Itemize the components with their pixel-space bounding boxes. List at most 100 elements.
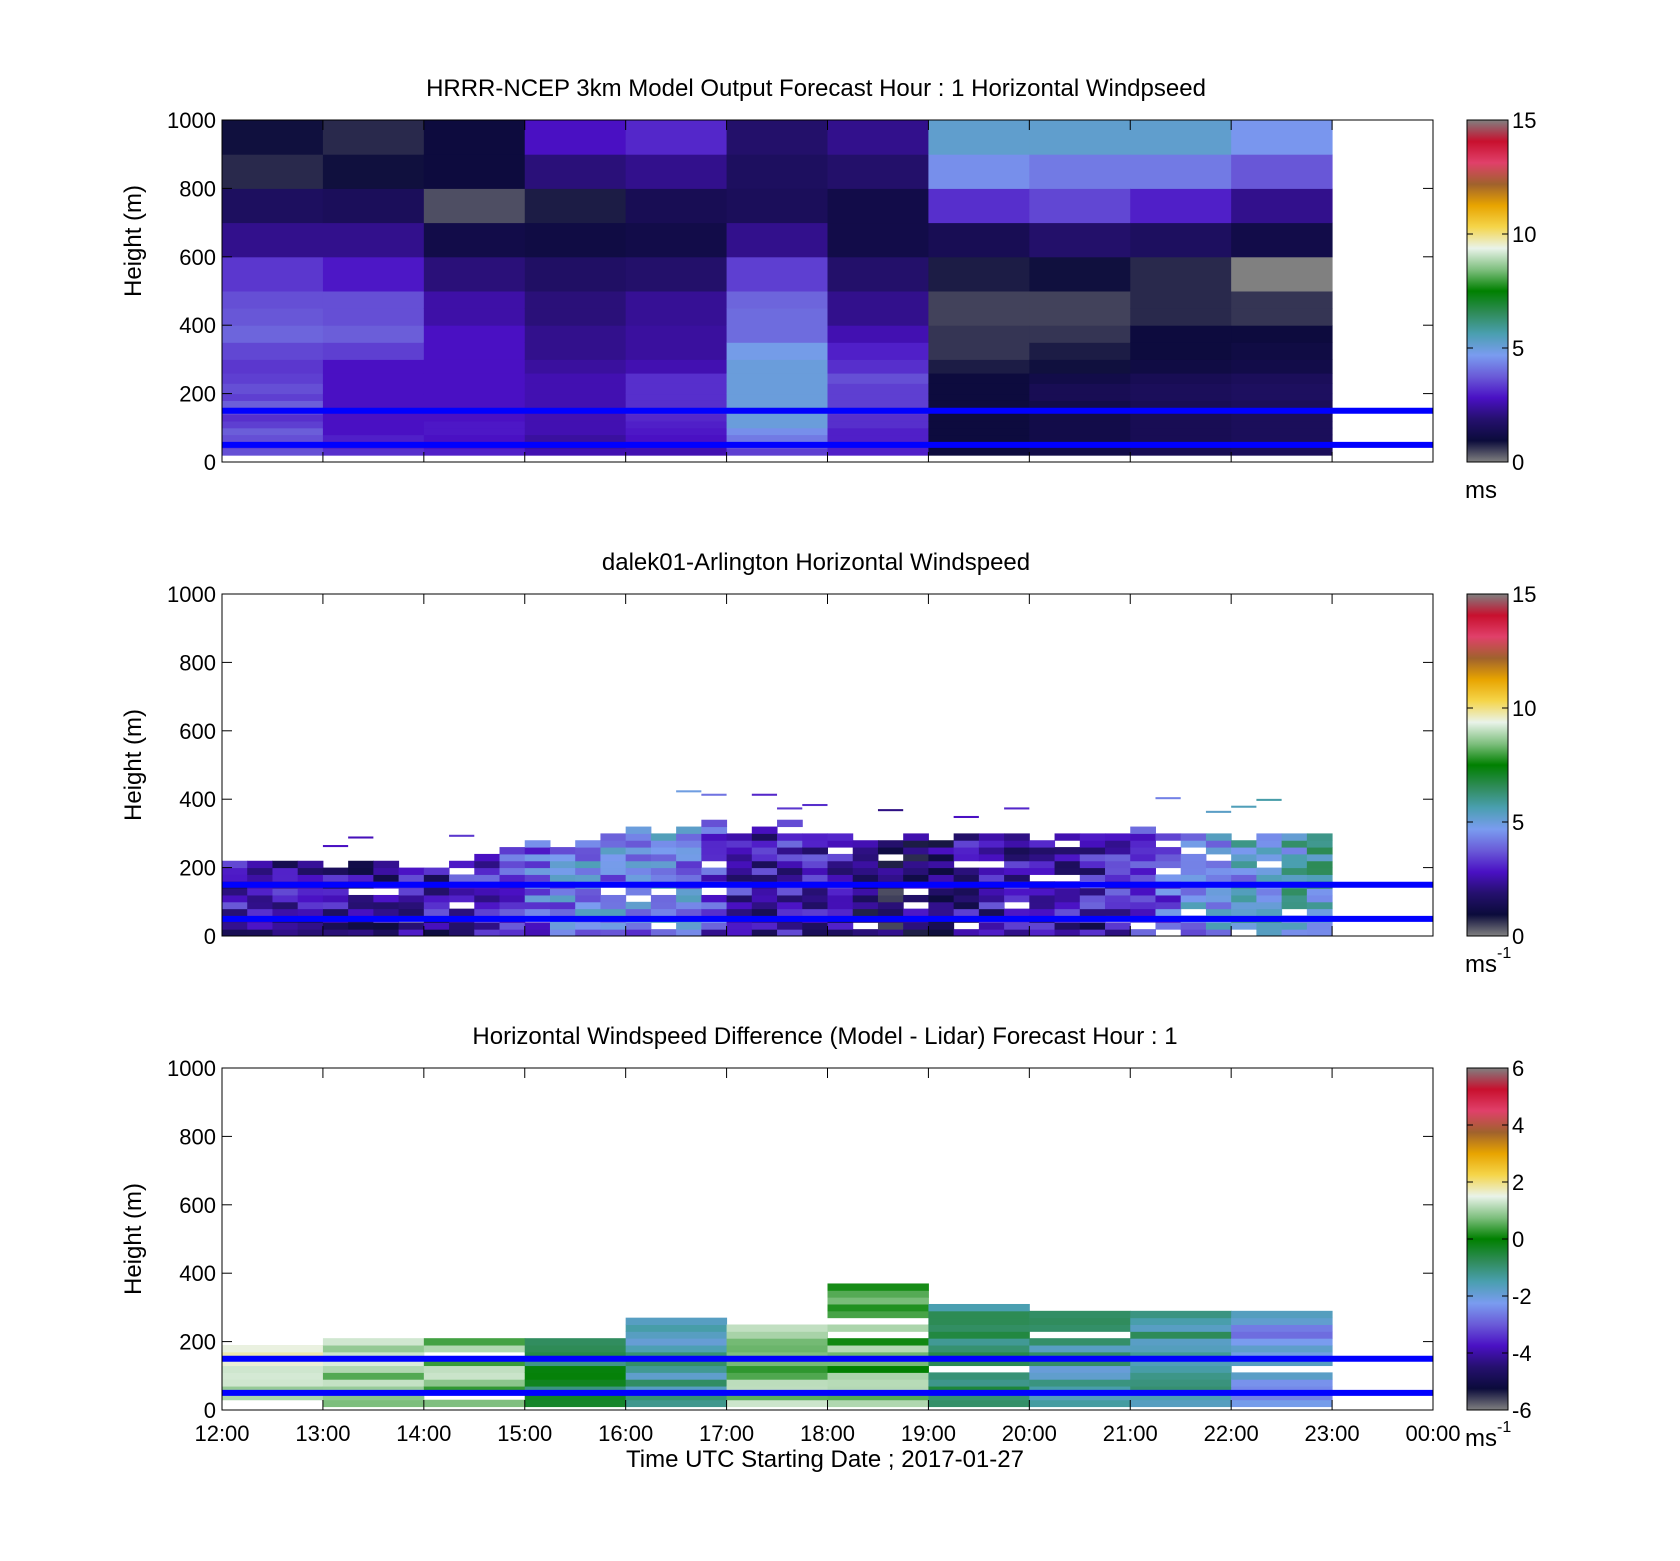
heatmap-cell	[726, 1324, 828, 1332]
heatmap-cell	[928, 1303, 1030, 1312]
heatmap-cell	[676, 853, 702, 862]
colorbar-tick-label: 5	[1512, 810, 1524, 835]
heatmap-cell	[726, 888, 753, 896]
heatmap-cell	[322, 222, 425, 258]
heatmap-cell	[222, 888, 248, 896]
heatmap-cell	[1029, 256, 1131, 292]
heatmap-cell	[777, 867, 803, 875]
heatmap-cell	[1231, 256, 1333, 292]
heatmap-cell	[524, 342, 627, 360]
heatmap-cell	[524, 1338, 627, 1346]
heatmap-cell	[928, 256, 1030, 292]
heatmap-cell	[701, 819, 728, 828]
heatmap-cell	[928, 1358, 1030, 1367]
heatmap-cell	[625, 373, 728, 384]
heatmap-cell	[1205, 833, 1232, 841]
heatmap-cell	[322, 1379, 425, 1387]
heatmap-cell	[1180, 840, 1207, 848]
heatmap-cell	[1306, 908, 1333, 916]
heatmap-cell	[877, 894, 904, 903]
heatmap-cell	[1079, 901, 1106, 910]
colorbar-unit: ms	[1465, 951, 1497, 978]
heatmap-cell	[222, 1372, 324, 1380]
heatmap-cell	[625, 922, 652, 930]
heatmap-cell	[928, 1372, 1030, 1380]
heatmap-cell	[928, 1345, 1030, 1353]
heatmap-cell	[726, 325, 828, 343]
heatmap-cell	[928, 1324, 1030, 1332]
heatmap-cell	[1130, 894, 1156, 903]
heatmap-cell	[423, 888, 450, 896]
heatmap-cell	[625, 1317, 728, 1325]
heatmap-cell	[1231, 1324, 1333, 1332]
heatmap-cell	[978, 867, 1005, 875]
heatmap-cell	[1231, 222, 1333, 258]
heatmap-cell	[474, 901, 501, 910]
heatmap-cell	[928, 929, 955, 937]
heatmap-cell	[827, 901, 854, 910]
heatmap-cell	[297, 860, 324, 869]
heatmap-cell	[524, 853, 551, 862]
heatmap-cell	[1029, 359, 1131, 374]
heatmap-cell	[726, 256, 828, 292]
x-tick-label: 13:00	[295, 1421, 350, 1446]
heatmap-cell	[322, 901, 349, 910]
heatmap-cell	[1105, 867, 1131, 875]
heatmap-cell	[1306, 901, 1333, 910]
heatmap-cell	[348, 922, 374, 930]
heatmap-cell	[625, 847, 652, 855]
heatmap-cell	[1256, 888, 1283, 896]
heatmap-cell	[423, 1399, 526, 1408]
heatmap-cell	[625, 1399, 728, 1408]
heatmap-cell	[1054, 853, 1081, 862]
heatmap-cell	[777, 901, 803, 910]
heatmap-cell	[575, 853, 601, 862]
heatmap-cell	[600, 833, 627, 841]
heatmap-cell	[1029, 1324, 1131, 1332]
heatmap-cell	[322, 373, 425, 384]
heatmap-cell	[222, 342, 324, 360]
heatmap-cell	[1054, 901, 1081, 910]
heatmap-cell	[1130, 1324, 1232, 1332]
heatmap-cell	[928, 867, 955, 875]
heatmap-cell	[625, 308, 728, 326]
heatmap-cell	[524, 393, 627, 401]
heatmap-cell	[827, 291, 929, 309]
heatmap-cell	[1231, 853, 1257, 862]
heatmap-cell	[524, 222, 627, 258]
heatmap-cell	[474, 874, 501, 882]
heatmap-cell	[852, 853, 879, 862]
heatmap-cell	[701, 840, 728, 848]
heatmap-cell	[222, 1345, 324, 1353]
heatmap-cell	[524, 840, 551, 848]
heatmap-cell	[928, 1351, 1030, 1360]
heatmap-cell	[827, 874, 854, 882]
heatmap-cell	[827, 434, 929, 442]
heatmap-cell	[827, 1372, 929, 1380]
heatmap-cell	[423, 427, 526, 436]
heatmap-cell	[676, 901, 702, 910]
heatmap-cell	[524, 922, 551, 930]
heatmap-cell	[398, 901, 425, 910]
heatmap-cell	[499, 908, 526, 916]
heatmap-cell	[222, 1365, 324, 1373]
heatmap-cell	[423, 154, 526, 189]
heatmap-cell	[777, 888, 803, 896]
heatmap-cell	[398, 922, 425, 930]
heatmap-cell	[1029, 840, 1056, 848]
y-tick-label: 1000	[167, 108, 216, 133]
heatmap-cell	[322, 1338, 425, 1346]
heatmap-cell	[1130, 383, 1232, 395]
heatmap-cell	[247, 894, 273, 903]
heatmap-cell	[423, 1372, 526, 1380]
heatmap-cell	[953, 867, 980, 875]
heatmap-cell	[322, 308, 425, 326]
heatmap-cell	[625, 359, 728, 374]
heatmap-cell	[676, 867, 702, 875]
heatmap-cell	[726, 929, 753, 937]
heatmap-cell	[1130, 1392, 1232, 1401]
heatmap-cell	[1105, 894, 1131, 903]
heatmap-cell	[1130, 1345, 1232, 1353]
heatmap-cell	[222, 308, 324, 326]
heatmap-cell	[777, 922, 803, 930]
